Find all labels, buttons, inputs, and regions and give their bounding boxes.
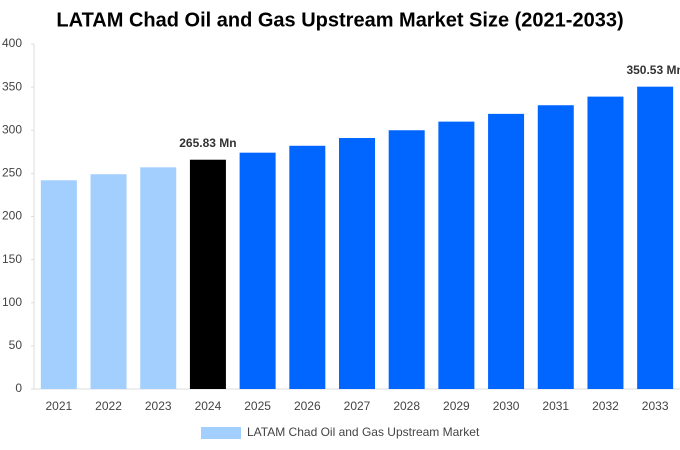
x-tick-label: 2033: [642, 399, 669, 413]
x-tick-label: 2025: [244, 399, 271, 413]
y-tick-label: 250: [2, 166, 22, 180]
bar: [637, 86, 674, 389]
x-tick-label: 2032: [592, 399, 619, 413]
x-tick-label: 2027: [344, 399, 371, 413]
legend-swatch: [201, 427, 241, 439]
bar: [587, 96, 624, 390]
x-tick-label: 2030: [493, 399, 520, 413]
bar: [140, 167, 177, 389]
y-tick-label: 150: [2, 252, 22, 266]
y-tick-label: 0: [15, 381, 22, 395]
x-tick-label: 2028: [393, 399, 420, 413]
bar: [239, 152, 276, 389]
legend-label: LATAM Chad Oil and Gas Upstream Market: [247, 425, 480, 439]
bar: [488, 113, 525, 390]
y-tick-label: 100: [2, 295, 22, 309]
chart-title: LATAM Chad Oil and Gas Upstream Market S…: [56, 9, 623, 31]
x-tick-label: 2024: [195, 399, 222, 413]
x-tick-label: 2026: [294, 399, 321, 413]
x-tick-label: 2022: [95, 399, 122, 413]
x-tick-label: 2031: [542, 399, 569, 413]
bar: [438, 121, 475, 389]
x-tick-label: 2029: [443, 399, 470, 413]
data-label: 265.83 Mn: [179, 136, 236, 150]
bar: [537, 105, 574, 390]
x-tick-label: 2023: [145, 399, 172, 413]
bar: [90, 174, 127, 389]
x-tick-label: 2021: [45, 399, 72, 413]
bar: [40, 180, 77, 389]
bar: [388, 130, 425, 389]
y-tick-label: 350: [2, 79, 22, 93]
y-tick-label: 200: [2, 209, 22, 223]
bar: [189, 159, 226, 389]
bar: [289, 145, 326, 389]
y-tick-label: 300: [2, 122, 22, 136]
bar: [339, 138, 375, 389]
y-tick-label: 400: [2, 36, 22, 50]
data-label: 350.53 Mn: [626, 63, 680, 77]
y-tick-label: 50: [9, 338, 23, 352]
